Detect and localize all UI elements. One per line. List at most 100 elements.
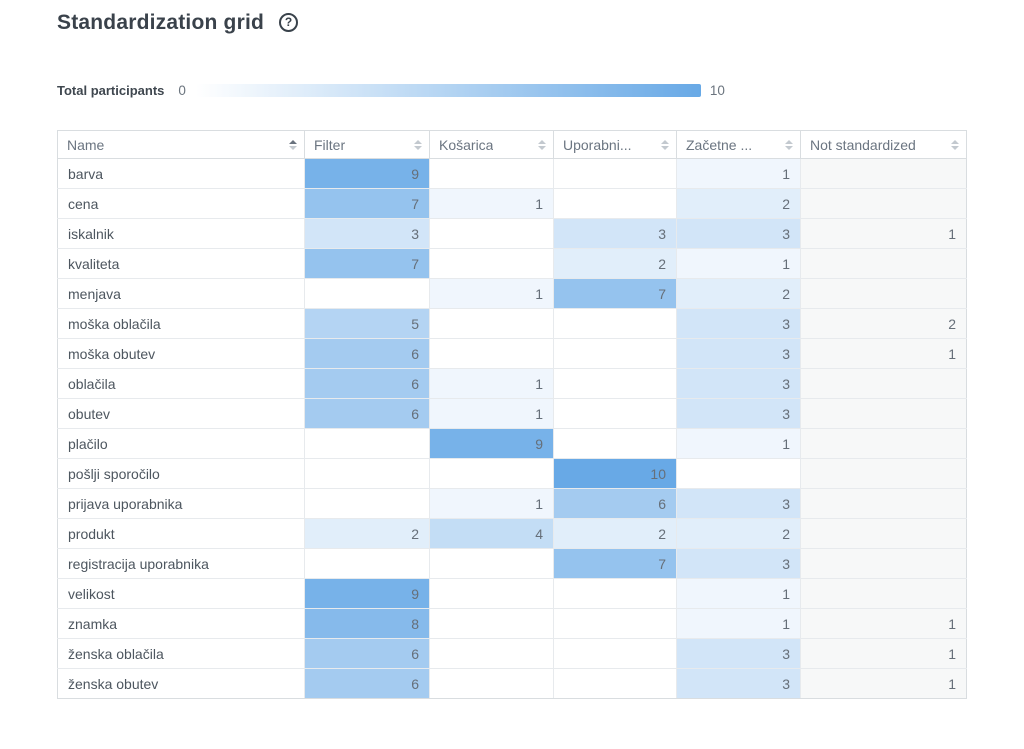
heat-cell: 6	[304, 338, 430, 369]
legend-gradient-bar	[195, 83, 701, 97]
column-header-zacetne[interactable]: Začetne ...	[676, 130, 801, 159]
row-name-cell: kvaliteta	[57, 248, 305, 279]
page-header: Standardization grid ?	[57, 11, 299, 35]
heat-cell: 4	[429, 518, 554, 549]
help-icon[interactable]: ?	[279, 12, 299, 32]
column-header-uporabni[interactable]: Uporabni...	[553, 130, 677, 159]
table-row: ženska oblačila 6 3 1	[57, 638, 967, 669]
heat-cell: 6	[304, 668, 430, 699]
sort-icon	[951, 139, 959, 150]
table-row: plačilo 9 1	[57, 428, 967, 459]
heat-cell: 3	[676, 338, 801, 369]
page-title: Standardization grid	[57, 11, 265, 34]
heat-cell	[304, 548, 430, 579]
legend-max-value: 10	[709, 82, 725, 98]
heat-cell	[429, 248, 554, 279]
not-standardized-cell: 1	[800, 668, 967, 699]
table-row: prijava uporabnika 1 6 3	[57, 488, 967, 519]
not-standardized-cell: 1	[800, 218, 967, 249]
row-name-cell: ženska obutev	[57, 668, 305, 699]
row-name-cell: moška oblačila	[57, 308, 305, 339]
table-row: oblačila 6 1 3	[57, 368, 967, 399]
row-name-cell: iskalnik	[57, 218, 305, 249]
row-name-cell: produkt	[57, 518, 305, 549]
heat-cell	[553, 638, 677, 669]
not-standardized-cell	[800, 158, 967, 189]
table-header: Name Filter Košarica Uporabni... Začetne…	[57, 130, 967, 159]
column-header-filter[interactable]: Filter	[304, 130, 430, 159]
row-name-cell: pošlji sporočilo	[57, 458, 305, 489]
heat-cell: 1	[429, 188, 554, 219]
heat-cell	[553, 608, 677, 639]
sort-icon	[661, 139, 669, 150]
heat-cell	[429, 218, 554, 249]
sort-icon	[414, 139, 422, 150]
column-header-name[interactable]: Name	[57, 130, 305, 159]
heat-cell: 3	[676, 218, 801, 249]
row-name-cell: obutev	[57, 398, 305, 429]
heat-cell: 2	[553, 248, 677, 279]
heat-cell: 1	[429, 278, 554, 309]
heat-cell	[553, 578, 677, 609]
not-standardized-cell: 2	[800, 308, 967, 339]
table-row: moška oblačila 5 3 2	[57, 308, 967, 339]
heat-cell: 8	[304, 608, 430, 639]
row-name-cell: moška obutev	[57, 338, 305, 369]
not-standardized-cell	[800, 248, 967, 279]
heat-cell	[304, 428, 430, 459]
heat-cell: 6	[553, 488, 677, 519]
heat-cell: 3	[676, 398, 801, 429]
heat-cell: 7	[304, 248, 430, 279]
heat-cell	[553, 668, 677, 699]
heat-cell: 3	[676, 368, 801, 399]
column-header-label: Not standardized	[810, 136, 916, 153]
table-row: iskalnik 3 3 3 1	[57, 218, 967, 249]
heat-cell	[553, 188, 677, 219]
heat-cell: 5	[304, 308, 430, 339]
heat-cell	[553, 368, 677, 399]
column-header-label: Začetne ...	[686, 136, 753, 153]
column-header-label: Košarica	[439, 136, 494, 153]
heat-cell: 1	[676, 578, 801, 609]
heat-cell: 7	[553, 548, 677, 579]
heat-cell	[429, 608, 554, 639]
row-name-cell: plačilo	[57, 428, 305, 459]
heat-cell: 6	[304, 398, 430, 429]
not-standardized-cell	[800, 398, 967, 429]
sort-icon	[785, 139, 793, 150]
row-name-cell: oblačila	[57, 368, 305, 399]
heat-cell: 10	[553, 458, 677, 489]
not-standardized-cell: 1	[800, 638, 967, 669]
not-standardized-cell	[800, 488, 967, 519]
not-standardized-cell	[800, 428, 967, 459]
heat-cell: 3	[304, 218, 430, 249]
heat-cell: 1	[676, 428, 801, 459]
heat-cell	[304, 458, 430, 489]
heat-cell	[429, 308, 554, 339]
heat-cell: 3	[676, 308, 801, 339]
row-name-cell: registracija uporabnika	[57, 548, 305, 579]
column-header-label: Filter	[314, 136, 346, 153]
column-header-label: Uporabni...	[563, 136, 632, 153]
heat-cell	[304, 278, 430, 309]
sort-icon	[289, 139, 297, 150]
not-standardized-cell	[800, 278, 967, 309]
column-header-not-standardized[interactable]: Not standardized	[800, 130, 967, 159]
heat-cell: 1	[429, 368, 554, 399]
heat-cell	[429, 548, 554, 579]
table-row: obutev 6 1 3	[57, 398, 967, 429]
table-row: pošlji sporočilo 10	[57, 458, 967, 489]
legend-label: Total participants	[57, 82, 165, 98]
not-standardized-cell	[800, 548, 967, 579]
heat-cell	[676, 458, 801, 489]
table-row: barva 9 1	[57, 158, 967, 189]
heat-cell: 1	[676, 608, 801, 639]
heat-cell	[553, 308, 677, 339]
column-header-kosarica[interactable]: Košarica	[429, 130, 554, 159]
heat-cell: 2	[676, 278, 801, 309]
row-name-cell: velikost	[57, 578, 305, 609]
sort-icon	[538, 139, 546, 150]
heat-cell	[553, 398, 677, 429]
heat-cell	[429, 638, 554, 669]
